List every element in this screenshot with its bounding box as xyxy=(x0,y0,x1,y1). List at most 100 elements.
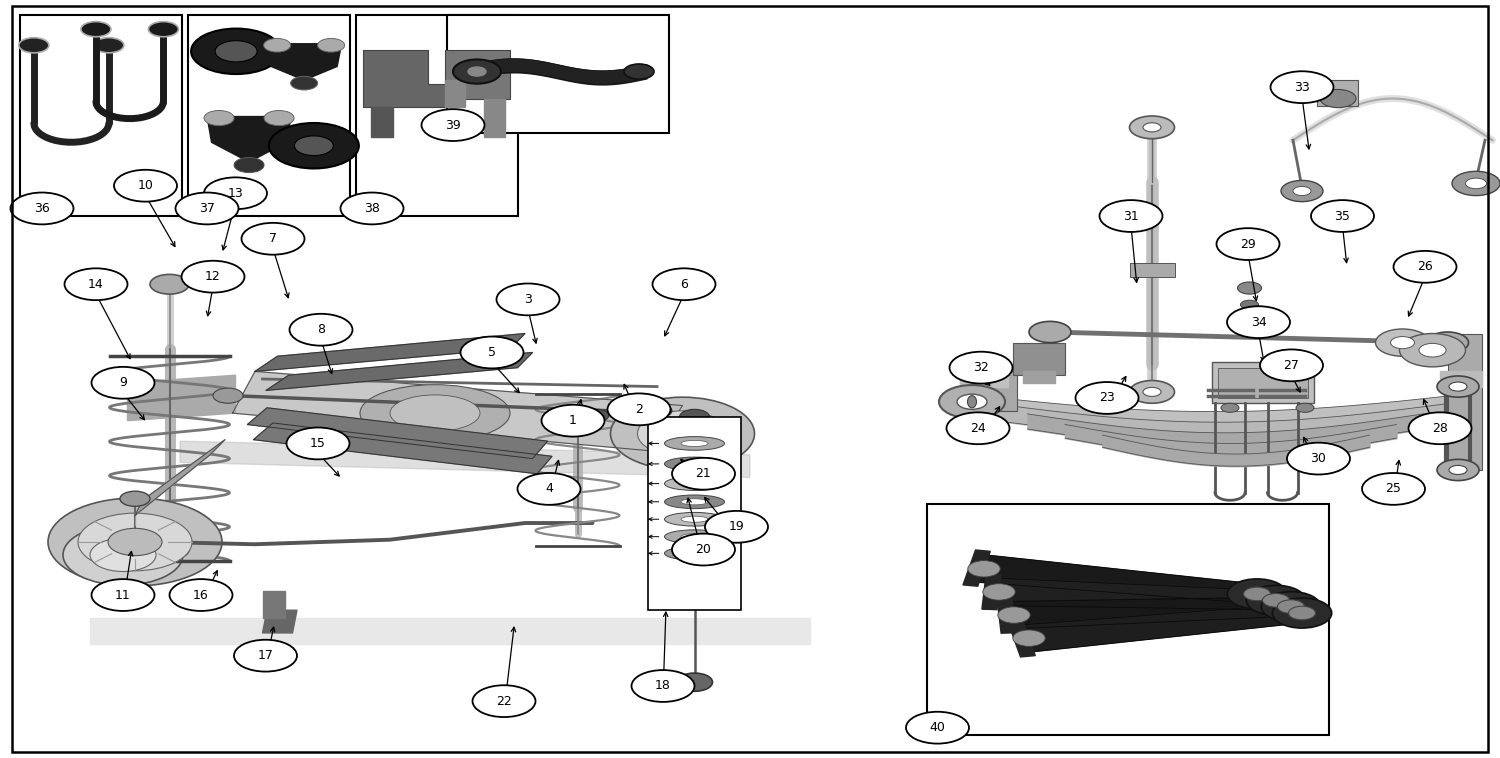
Circle shape xyxy=(676,673,712,691)
Text: 10: 10 xyxy=(138,179,153,193)
Polygon shape xyxy=(960,371,1017,411)
Polygon shape xyxy=(963,550,990,586)
Circle shape xyxy=(624,64,654,79)
Circle shape xyxy=(92,579,154,611)
Text: 37: 37 xyxy=(200,202,214,215)
Ellipse shape xyxy=(681,516,708,522)
Bar xyxy=(1212,362,1314,403)
Text: 40: 40 xyxy=(930,721,945,735)
Ellipse shape xyxy=(681,481,708,487)
Circle shape xyxy=(204,111,234,126)
Text: 4: 4 xyxy=(544,482,554,496)
Circle shape xyxy=(648,405,672,417)
Polygon shape xyxy=(128,375,236,421)
Circle shape xyxy=(652,268,716,300)
Circle shape xyxy=(290,314,352,346)
Polygon shape xyxy=(135,440,225,515)
Circle shape xyxy=(705,511,768,543)
Text: 33: 33 xyxy=(1294,80,1310,94)
Circle shape xyxy=(1390,337,1414,349)
Circle shape xyxy=(1362,473,1425,505)
Circle shape xyxy=(608,393,670,425)
Circle shape xyxy=(1262,592,1320,622)
Circle shape xyxy=(496,283,560,315)
Circle shape xyxy=(453,59,501,83)
Circle shape xyxy=(1287,443,1350,475)
Circle shape xyxy=(1238,282,1262,294)
Ellipse shape xyxy=(681,461,708,467)
Circle shape xyxy=(242,223,304,255)
Circle shape xyxy=(94,38,124,53)
Circle shape xyxy=(1221,403,1239,412)
Text: 39: 39 xyxy=(446,118,460,132)
Circle shape xyxy=(585,409,609,421)
Circle shape xyxy=(213,388,243,403)
Circle shape xyxy=(120,491,150,506)
Circle shape xyxy=(264,111,294,126)
Circle shape xyxy=(340,193,404,224)
Polygon shape xyxy=(255,334,525,371)
Polygon shape xyxy=(232,371,682,451)
Circle shape xyxy=(1419,343,1446,357)
Polygon shape xyxy=(446,50,510,99)
Polygon shape xyxy=(1448,334,1482,470)
Bar xyxy=(1218,368,1308,398)
Polygon shape xyxy=(1440,371,1482,387)
Circle shape xyxy=(1143,123,1161,132)
Ellipse shape xyxy=(968,396,976,408)
Circle shape xyxy=(1449,465,1467,475)
Circle shape xyxy=(968,561,1000,577)
Bar xyxy=(1130,263,1174,277)
Circle shape xyxy=(294,136,333,155)
Circle shape xyxy=(150,274,189,294)
Circle shape xyxy=(170,579,232,611)
Text: 19: 19 xyxy=(729,520,744,534)
Text: 3: 3 xyxy=(524,293,532,306)
Circle shape xyxy=(1281,180,1323,202)
Bar xyxy=(447,15,669,133)
Circle shape xyxy=(1426,332,1468,353)
Circle shape xyxy=(1376,329,1429,356)
Ellipse shape xyxy=(664,437,724,450)
Circle shape xyxy=(906,712,969,744)
Circle shape xyxy=(1244,587,1270,601)
Circle shape xyxy=(950,352,1012,384)
Circle shape xyxy=(1263,594,1290,607)
Circle shape xyxy=(957,394,987,409)
Circle shape xyxy=(638,411,728,456)
Circle shape xyxy=(48,498,222,586)
Text: 38: 38 xyxy=(364,202,380,215)
Circle shape xyxy=(63,525,183,585)
Circle shape xyxy=(1143,387,1161,396)
Circle shape xyxy=(1130,381,1174,403)
Circle shape xyxy=(680,409,710,424)
Circle shape xyxy=(286,428,350,459)
Circle shape xyxy=(81,21,111,37)
Circle shape xyxy=(1246,585,1305,615)
Circle shape xyxy=(318,39,345,52)
Bar xyxy=(648,417,741,610)
Circle shape xyxy=(672,458,735,490)
Circle shape xyxy=(1076,382,1138,414)
Circle shape xyxy=(468,67,486,76)
Text: 23: 23 xyxy=(1100,391,1114,405)
Circle shape xyxy=(946,412,1010,444)
Bar xyxy=(188,15,350,216)
Circle shape xyxy=(518,473,580,505)
Circle shape xyxy=(939,385,1005,418)
Text: 2: 2 xyxy=(634,402,644,416)
Circle shape xyxy=(1013,630,1046,647)
Text: 26: 26 xyxy=(1418,260,1432,274)
Polygon shape xyxy=(1317,80,1358,106)
Text: 7: 7 xyxy=(268,232,278,246)
Polygon shape xyxy=(980,556,1260,603)
Bar xyxy=(356,15,518,216)
Circle shape xyxy=(1288,606,1316,620)
Text: 14: 14 xyxy=(88,277,104,291)
Text: 8: 8 xyxy=(316,323,326,337)
Circle shape xyxy=(1437,459,1479,481)
Polygon shape xyxy=(1013,597,1292,628)
Circle shape xyxy=(460,337,524,368)
Ellipse shape xyxy=(664,477,724,490)
Circle shape xyxy=(204,177,267,209)
